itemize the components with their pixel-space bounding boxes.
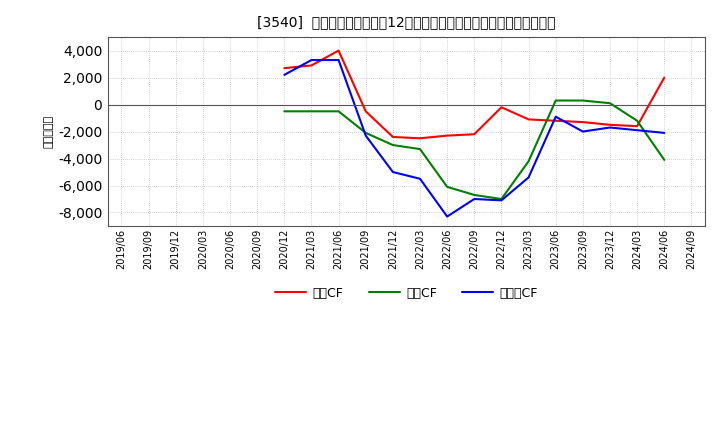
投資CF (415, 147, 424, 152)
フリーCF (579, 129, 588, 134)
フリーCF (307, 57, 316, 62)
投資CF (361, 130, 370, 136)
フリーCF (524, 175, 533, 180)
フリーCF (280, 72, 289, 77)
営業CF (470, 132, 479, 137)
フリーCF (497, 198, 505, 203)
Line: 営業CF: 営業CF (284, 51, 665, 138)
Line: 投資CF: 投資CF (284, 100, 665, 199)
Legend: 営業CF, 投資CF, フリーCF: 営業CF, 投資CF, フリーCF (270, 282, 543, 305)
投資CF (307, 109, 316, 114)
Line: フリーCF: フリーCF (284, 60, 665, 216)
フリーCF (552, 114, 560, 119)
営業CF (443, 133, 451, 138)
営業CF (579, 120, 588, 125)
営業CF (524, 117, 533, 122)
フリーCF (334, 57, 343, 62)
フリーCF (633, 128, 642, 133)
投資CF (497, 196, 505, 202)
Title: [3540]  キャッシュフローの12か月移動合計の対前年同期増減額の推移: [3540] キャッシュフローの12か月移動合計の対前年同期増減額の推移 (257, 15, 556, 29)
投資CF (579, 98, 588, 103)
営業CF (633, 124, 642, 129)
フリーCF (470, 196, 479, 202)
営業CF (361, 109, 370, 114)
投資CF (443, 184, 451, 190)
投資CF (280, 109, 289, 114)
フリーCF (660, 130, 669, 136)
フリーCF (443, 214, 451, 219)
営業CF (497, 105, 505, 110)
Y-axis label: （百万円）: （百万円） (44, 115, 54, 148)
フリーCF (606, 125, 614, 130)
営業CF (660, 75, 669, 80)
投資CF (660, 157, 669, 162)
フリーCF (389, 169, 397, 175)
投資CF (524, 158, 533, 164)
投資CF (606, 101, 614, 106)
営業CF (280, 66, 289, 71)
投資CF (389, 143, 397, 148)
営業CF (334, 48, 343, 53)
フリーCF (415, 176, 424, 181)
営業CF (415, 136, 424, 141)
営業CF (307, 63, 316, 68)
フリーCF (361, 133, 370, 138)
投資CF (470, 192, 479, 198)
営業CF (606, 122, 614, 128)
営業CF (389, 134, 397, 139)
投資CF (633, 118, 642, 123)
営業CF (552, 118, 560, 123)
投資CF (552, 98, 560, 103)
投資CF (334, 109, 343, 114)
